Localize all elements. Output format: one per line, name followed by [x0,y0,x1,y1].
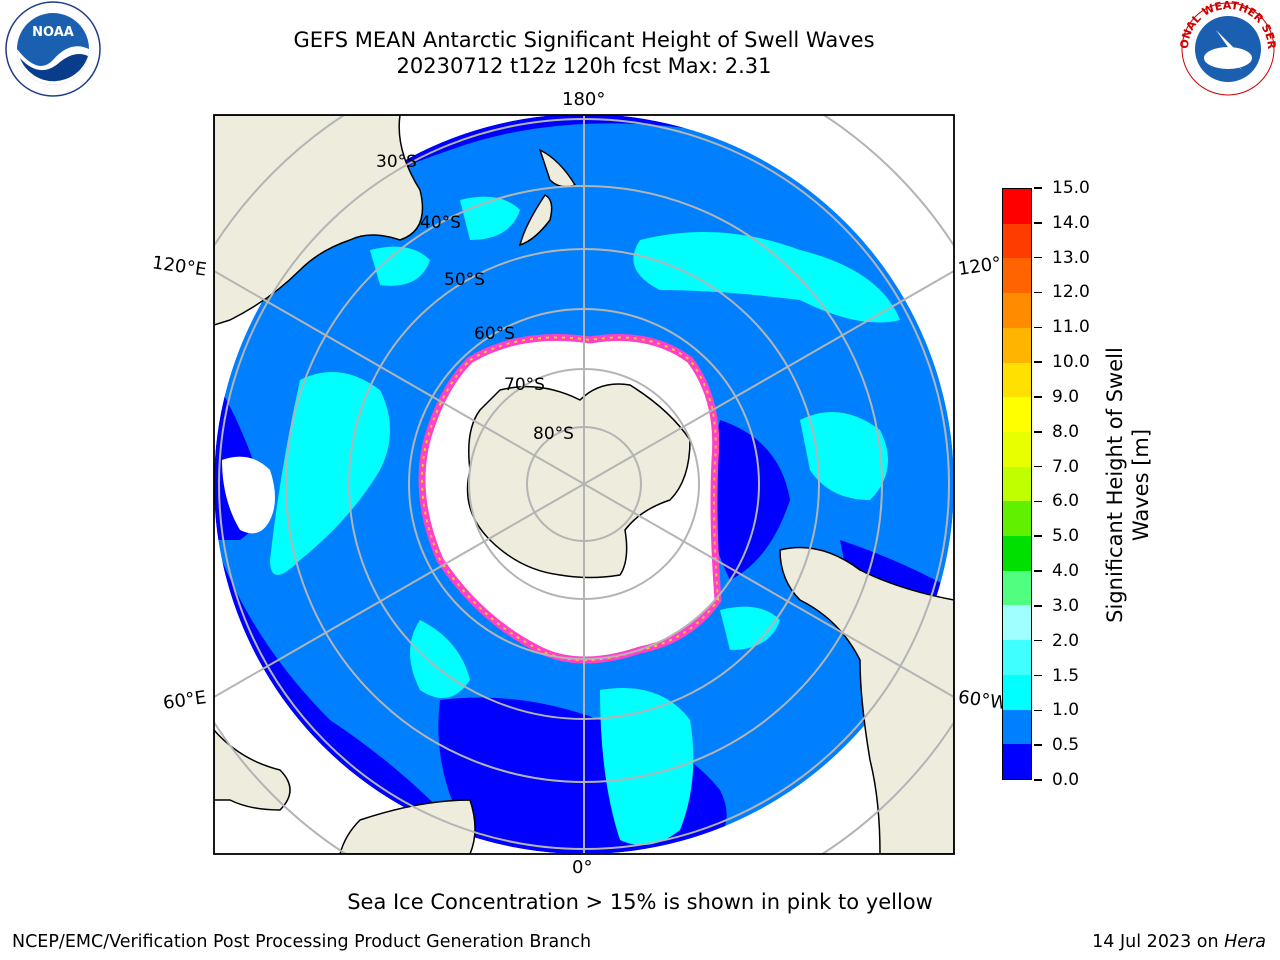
lon-label-0: 0° [572,857,593,878]
colorbar-segment [1003,674,1031,710]
colorbar [1002,188,1032,780]
colorbar-tick-label: 3.0 [1052,595,1080,616]
colorbar-segment [1003,466,1031,502]
colorbar-tick-label: 8.0 [1052,421,1080,442]
lat-label-60s: 60°S [474,324,515,344]
colorbar-tick [1034,709,1042,712]
colorbar-segment [1003,570,1031,606]
colorbar-tick-label: 0.0 [1052,770,1080,790]
colorbar-tick [1034,256,1042,259]
colorbar-segment [1003,744,1031,779]
colorbar-tick [1034,465,1042,468]
colorbar-segment [1003,293,1031,328]
colorbar-segment [1003,223,1031,259]
high-swell-region [633,232,900,323]
colorbar-tick [1034,535,1042,537]
sea-ice-note: Sea Ice Concentration > 15% is shown in … [347,890,933,914]
colorbar-tick [1034,639,1042,642]
no-data-patch [222,456,275,534]
nws-logo: NATIONAL WEATHER SERVICE [1176,0,1278,96]
lat-label-30s: 30°S [376,152,417,172]
colorbar-tick [1034,744,1042,746]
colorbar-tick [1034,187,1042,189]
machine-name: Hera [1224,932,1266,952]
colorbar-segment [1003,189,1031,224]
colorbar-segment [1003,501,1031,537]
colorbar-tick-label: 13.0 [1052,247,1090,268]
lat-label-40s: 40°S [420,213,461,233]
australia [214,115,424,326]
colorbar-tick-label: 1.5 [1052,665,1080,686]
colorbar-tick [1034,500,1042,503]
colorbar-tick [1034,779,1042,781]
colorbar-tick [1034,326,1042,329]
date-text: 14 Jul 2023 on [1092,932,1225,952]
colorbar-tick-label: 2.0 [1052,630,1080,651]
colorbar-tick [1034,674,1042,677]
graticule [214,115,954,854]
noaa-logo: NOAA [5,1,101,97]
colorbar-segment [1003,536,1031,571]
lat-label-50s: 50°S [444,270,485,290]
colorbar-tick [1034,605,1042,607]
africa [214,728,476,854]
colorbar-tick-label: 12.0 [1052,282,1090,303]
colorbar-tick-label: 1.0 [1052,700,1080,721]
colorbar-tick [1034,291,1042,294]
new-zealand [518,148,577,247]
colorbar-segment [1003,397,1031,432]
colorbar-tick-label: 14.0 [1052,212,1090,233]
colorbar-tick-label: 5.0 [1052,526,1080,547]
colorbar-tick-label: 11.0 [1052,317,1090,338]
chart-subtitle: 20230712 t12z 120h fcst Max: 2.31 [396,54,772,78]
lat-label-80s: 80°S [533,424,574,444]
colorbar-tick-label: 0.5 [1052,735,1080,756]
colorbar-tick-label: 4.0 [1052,561,1080,582]
colorbar-tick-label: 15.0 [1052,178,1090,198]
lat-label-70s: 70°S [504,375,545,395]
lon-label-180: 180° [562,89,606,110]
colorbar-tick-label: 6.0 [1052,491,1080,512]
credit-text: NCEP/EMC/Verification Post Processing Pr… [12,932,592,952]
colorbar-segment [1003,640,1031,675]
colorbar-segment [1003,605,1031,641]
colorbar-tick-label: 10.0 [1052,352,1090,373]
colorbar-tick [1034,222,1042,224]
colorbar-tick-label: 9.0 [1052,386,1080,407]
colorbar-segment [1003,709,1031,745]
high-swell-region [410,620,470,698]
colorbar-tick [1034,431,1042,433]
date-stamp: 14 Jul 2023 on Hera [1092,932,1266,952]
colorbar-segment [1003,431,1031,467]
svg-text:NOAA: NOAA [32,25,74,40]
high-swell-region [720,606,780,650]
colorbar-tick [1034,396,1042,398]
high-swell-region [370,246,430,286]
high-swell-region [600,688,694,846]
chart-title: GEFS MEAN Antarctic Significant Height o… [293,28,875,52]
colorbar-tick [1034,570,1042,572]
colorbar-tick [1034,361,1042,363]
colorbar-segment [1003,362,1031,398]
colorbar-segment [1003,327,1031,363]
colorbar-segment [1003,258,1031,294]
south-america [779,546,954,854]
colorbar-title: Significant Height of Swell Waves [m] [1103,347,1153,623]
high-swell-region [270,372,390,575]
colorbar-tick-label: 7.0 [1052,456,1080,477]
low-swell-region [707,420,790,580]
high-swell-region [800,412,888,500]
